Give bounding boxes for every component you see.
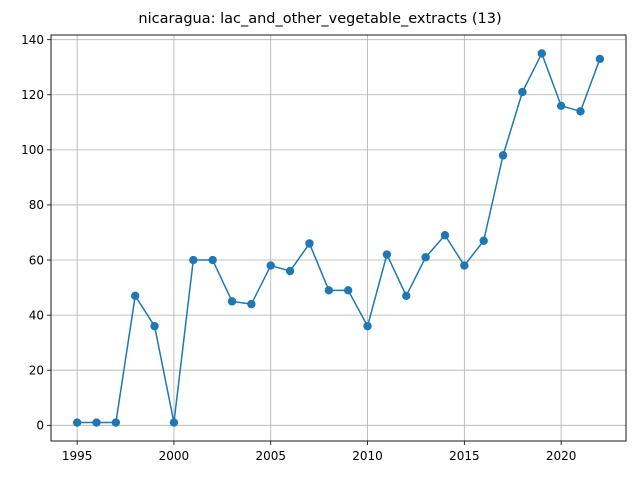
data-point bbox=[92, 418, 101, 427]
data-point bbox=[150, 321, 159, 331]
y-tick-label: 0 bbox=[36, 419, 44, 433]
x-tick-label: 2015 bbox=[449, 449, 480, 463]
series-line bbox=[77, 52, 601, 424]
data-point bbox=[305, 239, 314, 248]
y-tick-label: 140 bbox=[21, 33, 44, 47]
data-point bbox=[247, 299, 256, 309]
data-point bbox=[343, 286, 353, 295]
data-point bbox=[285, 266, 295, 276]
data-point bbox=[479, 236, 488, 245]
y-tick-label: 80 bbox=[29, 198, 44, 212]
data-point bbox=[266, 261, 275, 270]
data-point bbox=[189, 255, 198, 265]
data-point bbox=[131, 291, 140, 301]
data-point bbox=[576, 107, 585, 116]
data-point bbox=[556, 101, 566, 110]
x-tick-label: 2000 bbox=[159, 449, 190, 463]
data-point bbox=[537, 49, 546, 58]
data-point bbox=[169, 418, 179, 427]
data-point bbox=[111, 418, 121, 427]
data-point bbox=[363, 321, 372, 331]
data-point bbox=[440, 231, 450, 240]
x-tick-label: 1995 bbox=[62, 449, 93, 463]
data-point bbox=[595, 54, 605, 64]
data-point bbox=[208, 255, 217, 265]
axes-frame bbox=[50, 34, 627, 442]
data-point bbox=[72, 418, 82, 427]
x-tick-label: 2005 bbox=[255, 449, 286, 463]
data-point bbox=[460, 261, 469, 270]
data-point bbox=[421, 253, 430, 262]
y-tick-label: 60 bbox=[29, 253, 44, 267]
data-point bbox=[227, 297, 237, 306]
x-tick-label: 2020 bbox=[546, 449, 577, 463]
data-point bbox=[402, 291, 411, 301]
data-point bbox=[382, 250, 392, 259]
y-tick-label: 20 bbox=[29, 364, 44, 378]
data-point bbox=[518, 87, 527, 97]
y-tick-label: 120 bbox=[21, 88, 44, 102]
x-tick-label: 2010 bbox=[352, 449, 383, 463]
y-tick-label: 100 bbox=[21, 143, 44, 157]
chart-title: nicaragua: lac_and_other_vegetable_extra… bbox=[138, 11, 502, 27]
y-tick-label: 40 bbox=[29, 308, 44, 322]
data-point bbox=[324, 286, 334, 295]
data-point bbox=[498, 151, 508, 160]
